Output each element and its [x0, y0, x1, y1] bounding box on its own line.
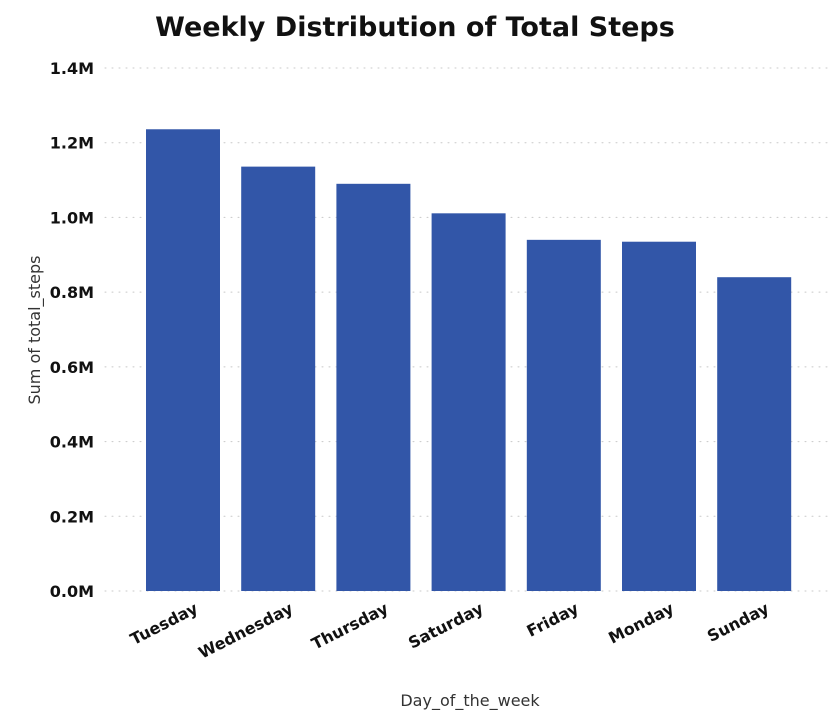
bar-saturday[interactable]: [431, 213, 506, 592]
bar-sunday[interactable]: [717, 277, 792, 591]
y-tick-label: 1.2M: [50, 134, 94, 153]
x-tick-label-monday: Monday: [605, 598, 677, 647]
x-tick-label-wednesday: Wednesday: [195, 598, 296, 662]
bar-friday[interactable]: [526, 239, 601, 592]
y-axis-title: Sum of total_steps: [25, 255, 45, 404]
x-tick-label-tuesday: Tuesday: [127, 598, 201, 648]
grid-lines: [104, 67, 829, 592]
x-axis-title: Day_of_the_week: [400, 691, 540, 711]
x-tick-label-friday: Friday: [524, 598, 583, 640]
x-tick-label-sunday: Sunday: [704, 598, 772, 645]
y-tick-label: 0.0M: [50, 582, 94, 601]
y-tick-label: 0.2M: [50, 507, 94, 526]
y-tick-label: 0.8M: [50, 283, 94, 302]
bar-wednesday[interactable]: [241, 166, 316, 591]
y-tick-label: 1.0M: [50, 208, 94, 227]
chart-title: Weekly Distribution of Total Steps: [155, 12, 675, 43]
y-tick-label: 0.6M: [50, 358, 94, 377]
bars: [146, 129, 792, 592]
bar-thursday[interactable]: [336, 183, 411, 592]
x-tick-label-thursday: Thursday: [308, 598, 391, 653]
y-tick-label: 0.4M: [50, 433, 94, 452]
bar-tuesday[interactable]: [146, 129, 220, 591]
y-axis-ticks: 0.0M 0.2M 0.4M 0.6M 0.8M 1.0M 1.2M 1.4M: [50, 59, 94, 601]
x-tick-label-saturday: Saturday: [405, 598, 487, 652]
bar-monday[interactable]: [622, 241, 696, 592]
y-tick-label: 1.4M: [50, 59, 94, 78]
